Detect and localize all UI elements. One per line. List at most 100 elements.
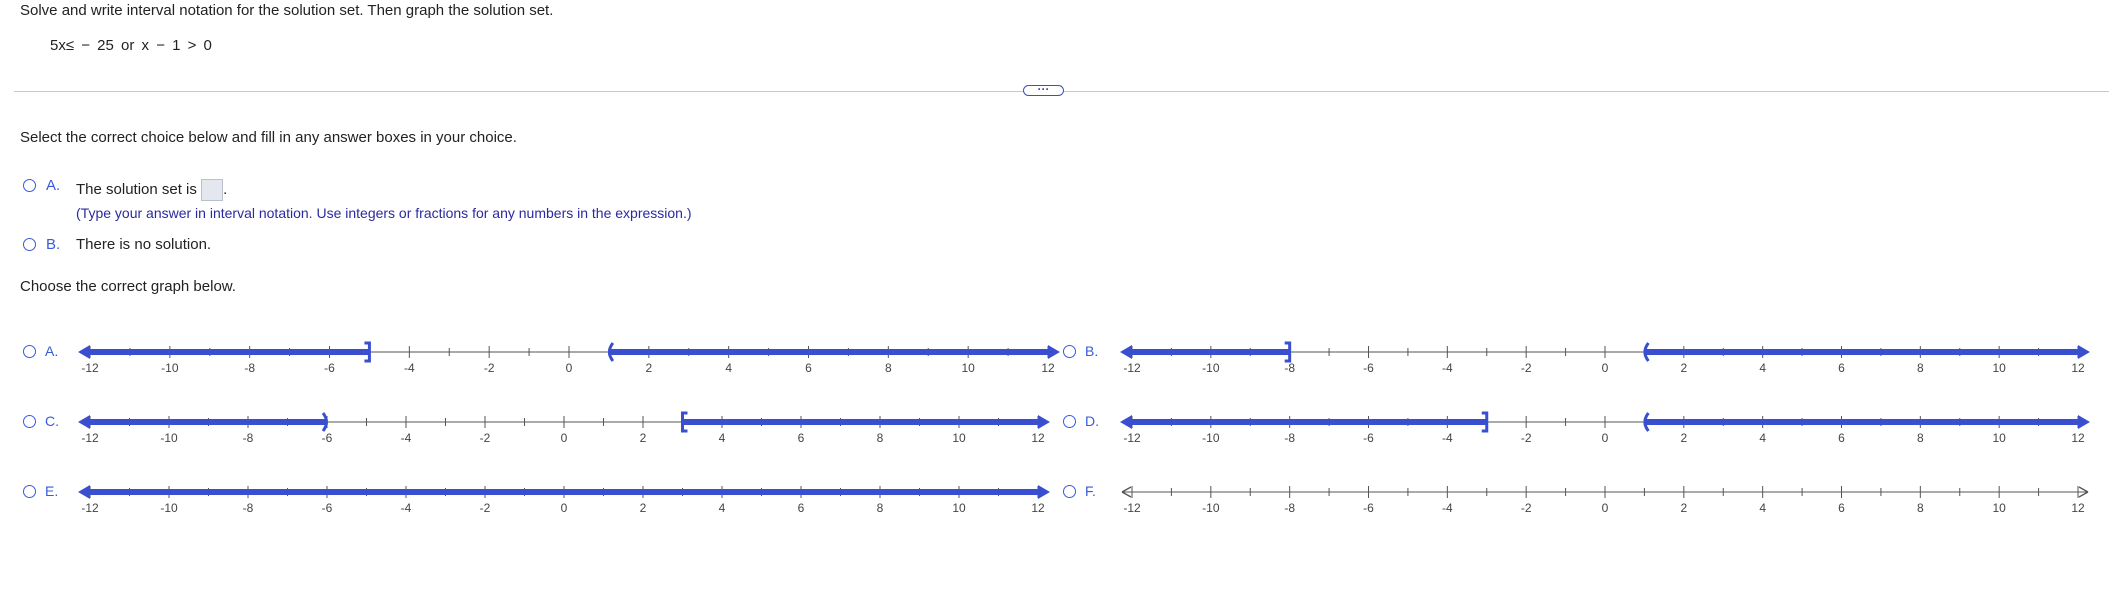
tick-label: -8: [243, 431, 254, 445]
graph-a-radio[interactable]: [23, 345, 36, 358]
tick-label: 8: [1917, 361, 1924, 375]
graph-b-letter: B.: [1085, 343, 1099, 359]
segment-arrow: [1038, 485, 1050, 499]
segment-arrow: [1120, 415, 1132, 429]
tick-label: 12: [2071, 361, 2085, 375]
tick-label: 8: [1917, 431, 1924, 445]
tick-label: -8: [244, 361, 255, 375]
graph-b-radio[interactable]: [1063, 345, 1076, 358]
choice-a-radio[interactable]: [23, 179, 36, 192]
solution-set-answer-box[interactable]: [201, 179, 224, 201]
tick-label: -12: [1123, 361, 1141, 375]
tick-label: 10: [1992, 501, 2006, 515]
graph-f-letter: F.: [1085, 483, 1096, 499]
graph-a-number-line: -12 -10 -8 -6 -4 -2 0 2 4 6 8 10 12: [78, 341, 1060, 375]
closed-endpoint-bracket: [364, 341, 371, 363]
tick-label: -6: [1363, 431, 1374, 445]
tick-label: -6: [1363, 501, 1374, 515]
tick-label: 0: [561, 431, 568, 445]
open-endpoint-parenthesis: [1643, 342, 1650, 362]
tick-label: 0: [566, 361, 573, 375]
choice-a-text-before: The solution set is: [76, 180, 197, 198]
closed-endpoint-bracket: [681, 411, 688, 433]
tick-label: -6: [1363, 361, 1374, 375]
tick-label: 0: [1602, 501, 1609, 515]
choice-a-hint: (Type your answer in interval notation. …: [76, 205, 692, 221]
tick-label: 4: [725, 361, 732, 375]
segment-arrow: [78, 345, 90, 359]
tick-label: -10: [161, 361, 179, 375]
tick-label: 0: [561, 501, 568, 515]
tick-label: 6: [805, 361, 812, 375]
graph-c-radio[interactable]: [23, 415, 36, 428]
tick-label: -10: [160, 501, 178, 515]
segment-arrow: [1120, 345, 1132, 359]
tick-label: 6: [798, 431, 805, 445]
tick-label: -4: [1442, 501, 1453, 515]
tick-label: -4: [401, 501, 412, 515]
tick-label: 0: [1602, 361, 1609, 375]
tick-label: 2: [1680, 501, 1687, 515]
tick-label: 10: [1992, 431, 2006, 445]
tick-label: -8: [1284, 361, 1295, 375]
graph-e-radio[interactable]: [23, 485, 36, 498]
tick-label: 8: [1917, 501, 1924, 515]
tick-label: 8: [877, 431, 884, 445]
tick-label: 12: [1031, 431, 1045, 445]
tick-label: -12: [1123, 501, 1141, 515]
tick-label: -4: [1442, 361, 1453, 375]
tick-label: -6: [324, 361, 335, 375]
expand-more-button[interactable]: ···: [1023, 83, 1064, 96]
graph-d-radio[interactable]: [1063, 415, 1076, 428]
choice-a-text-after: .: [223, 180, 228, 198]
tick-label: -12: [81, 501, 99, 515]
tick-label: 10: [1992, 361, 2006, 375]
segment-arrow: [1038, 415, 1050, 429]
open-endpoint-parenthesis: [1643, 412, 1650, 432]
tick-label: -2: [484, 361, 495, 375]
tick-label: 2: [640, 431, 647, 445]
tick-label: 12: [2071, 431, 2085, 445]
segment-arrow: [78, 415, 90, 429]
tick-label: -10: [1202, 501, 1220, 515]
segment-arrow: [1048, 345, 1060, 359]
segment-arrow: [78, 485, 90, 499]
tick-label: -12: [81, 431, 99, 445]
tick-label: 10: [961, 361, 975, 375]
problem-inequality: 5x≤ − 25 or x − 1 > 0: [50, 37, 212, 54]
tick-label: 2: [645, 361, 652, 375]
tick-label: 2: [1680, 361, 1687, 375]
tick-label: -10: [1202, 361, 1220, 375]
tick-label: 6: [1838, 431, 1845, 445]
tick-label: -6: [322, 501, 333, 515]
tick-label: -4: [1442, 431, 1453, 445]
graph-f-radio[interactable]: [1063, 485, 1076, 498]
problem-instruction: Solve and write interval notation for th…: [20, 2, 554, 19]
tick-label: 10: [952, 431, 966, 445]
graph-d-letter: D.: [1085, 413, 1099, 429]
closed-endpoint-bracket: [1481, 411, 1489, 433]
tick-label: 4: [1759, 431, 1766, 445]
open-endpoint-parenthesis: [321, 412, 328, 432]
tick-label: -10: [1202, 431, 1220, 445]
tick-label: -8: [1284, 431, 1295, 445]
tick-label: 2: [1680, 431, 1687, 445]
tick-label: 4: [719, 501, 726, 515]
graph-prompt: Choose the correct graph below.: [20, 278, 236, 295]
tick-label: -4: [404, 361, 415, 375]
axis-right-arrow: [2078, 486, 2089, 498]
tick-label: -2: [1521, 361, 1532, 375]
tick-label: 8: [885, 361, 892, 375]
tick-label: 2: [640, 501, 647, 515]
choice-b-letter: B.: [46, 236, 61, 253]
select-choice-prompt: Select the correct choice below and fill…: [20, 129, 517, 146]
graph-c-letter: C.: [45, 413, 59, 429]
tick-label: 8: [877, 501, 884, 515]
tick-label: -8: [243, 501, 254, 515]
graph-e-letter: E.: [45, 483, 59, 499]
choice-b-radio[interactable]: [23, 238, 36, 251]
graph-d-number-line: -12 -10 -8 -6 -4 -2 0 2 4 6 8 10 12: [1120, 411, 2090, 445]
tick-label: -2: [1521, 431, 1532, 445]
tick-label: 12: [2071, 501, 2085, 515]
tick-label: -10: [160, 431, 178, 445]
